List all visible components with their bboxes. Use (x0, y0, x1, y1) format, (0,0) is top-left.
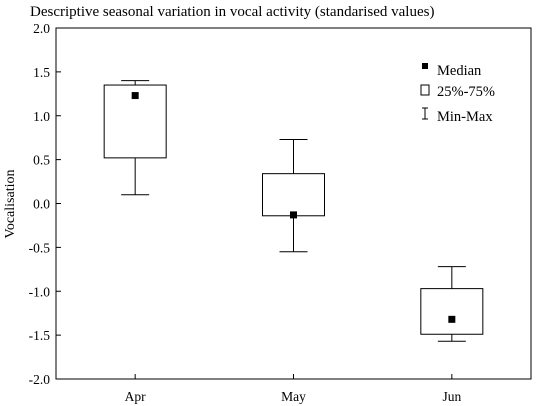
median-marker (290, 211, 297, 219)
iqr-box (420, 288, 484, 335)
iqr-box (103, 84, 167, 159)
median-marker (448, 315, 456, 323)
y-tick-label: -0.5 (29, 240, 51, 255)
y-axis: 2.0 1.5 1.0 0.5 0.0 -0.5 -1.0 -1.5 -2.0 (29, 21, 61, 387)
iqr-box (262, 173, 325, 217)
box-jun (420, 266, 484, 342)
y-tick-label: -2.0 (29, 372, 51, 387)
x-tick-label: May (281, 389, 306, 404)
y-tick-label: -1.5 (29, 328, 51, 343)
y-tick-label: 0.0 (33, 197, 50, 212)
median-marker (131, 92, 139, 100)
y-tick-label: -1.0 (29, 284, 51, 299)
legend-median-label: Median (437, 63, 482, 79)
y-tick-label: 1.5 (33, 65, 50, 80)
box-apr (103, 80, 167, 196)
legend-box-marker (420, 84, 430, 96)
x-axis: Apr May Jun (125, 374, 461, 404)
x-tick-label: Apr (125, 389, 146, 404)
box-may (262, 138, 325, 253)
legend-whisker-marker (422, 107, 428, 120)
y-axis-label: Vocalisation (3, 170, 18, 239)
legend-whisker-label: Min-Max (437, 109, 493, 125)
boxes (103, 80, 484, 342)
legend: Median 25%-75% Min-Max (420, 63, 495, 125)
y-tick-label: 2.0 (33, 21, 50, 36)
legend-box-label: 25%-75% (437, 84, 495, 100)
y-tick-label: 0.5 (33, 153, 50, 168)
chart-title: Descriptive seasonal variation in vocal … (30, 4, 434, 20)
legend-median-marker (422, 63, 428, 69)
y-tick-label: 1.0 (33, 109, 50, 124)
x-tick-label: Jun (442, 389, 461, 404)
